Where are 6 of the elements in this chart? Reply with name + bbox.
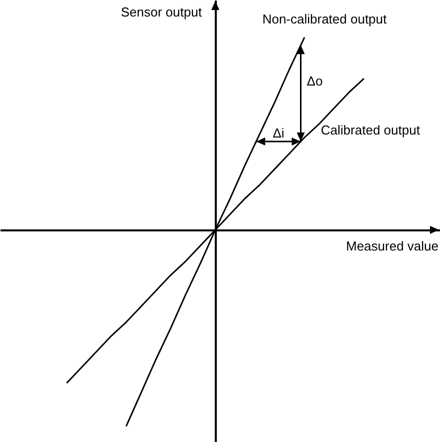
annotation: Δi	[272, 125, 284, 140]
x-axis-title: Measured value	[346, 238, 438, 254]
text: Non-calibrated output	[262, 11, 388, 26]
y-axis-title: Sensor output	[120, 4, 202, 20]
legend-label: Calibrated output	[320, 122, 420, 138]
annotation: Δo	[306, 73, 323, 88]
